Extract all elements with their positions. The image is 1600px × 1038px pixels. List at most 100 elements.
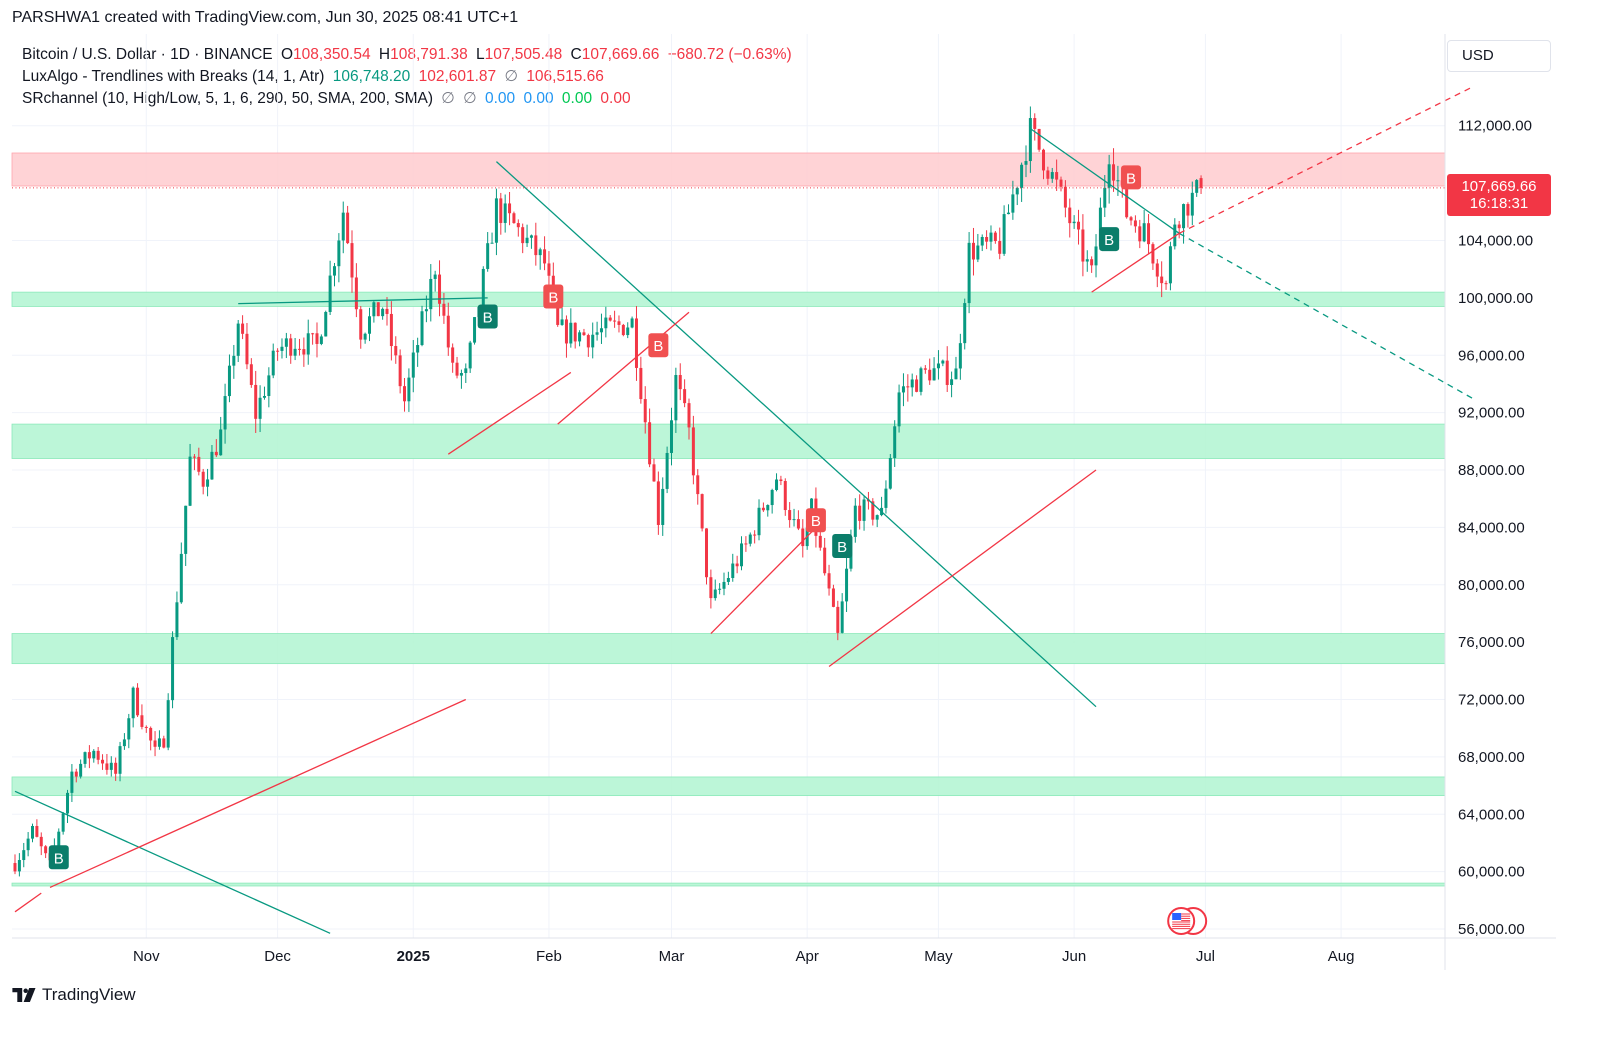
candle-body: [980, 236, 984, 246]
sr-value-1: 0.00: [484, 90, 516, 107]
candle-body: [416, 345, 420, 353]
candle-body: [906, 386, 910, 388]
candle-body: [862, 499, 866, 521]
candle-body: [424, 309, 428, 312]
y-tick-label: 104,000.00: [1458, 233, 1533, 250]
candle-body: [407, 377, 411, 402]
candle-body: [184, 505, 188, 554]
candle-body: [1186, 204, 1190, 216]
candle-body: [783, 481, 787, 511]
candle-body: [1059, 179, 1063, 187]
candle-body: [92, 750, 96, 759]
candle-body: [61, 813, 65, 832]
candle-body: [481, 268, 485, 308]
candle-body: [376, 302, 380, 317]
currency-selector[interactable]: USD: [1447, 40, 1551, 72]
candle-body: [748, 534, 752, 544]
candle-body: [241, 323, 245, 334]
candle-body: [127, 718, 131, 740]
trendline-resistance: [238, 297, 488, 305]
indicator-name-luxalgo[interactable]: LuxAlgo - Trendlines with Breaks (14, 1,…: [22, 68, 325, 85]
candle-body: [630, 318, 634, 328]
candle-body: [153, 740, 157, 747]
candle-body: [262, 395, 266, 398]
sr-value-4: 0.00: [600, 90, 631, 107]
symbol-name[interactable]: Bitcoin / U.S. Dollar · 1D · BINANCE: [22, 46, 273, 63]
symbol-legend-row[interactable]: Bitcoin / U.S. Dollar · 1D · BINANCE O10…: [22, 44, 796, 66]
candle-body: [858, 505, 862, 521]
candle-body: [197, 456, 201, 472]
candle-body: [341, 212, 345, 241]
candle-body: [556, 297, 560, 325]
tradingview-logo-icon: [12, 988, 36, 1002]
candle-body: [503, 203, 507, 223]
trendline-support: [828, 469, 1097, 668]
trendline-support: [557, 311, 690, 425]
candle-body: [661, 488, 665, 525]
candle-body: [1098, 207, 1102, 247]
candle-body: [1011, 194, 1015, 213]
candle-body: [586, 335, 590, 348]
candle-body: [897, 392, 901, 427]
candle-body: [433, 274, 437, 279]
sr-zones: [11, 152, 1446, 887]
candle-body: [1199, 178, 1203, 188]
empty-value-icon: ∅: [504, 68, 518, 85]
candle-body: [836, 606, 840, 633]
candle-body: [451, 347, 455, 363]
open-value: 108,350.54: [293, 46, 371, 63]
candle-body: [595, 332, 599, 335]
candle-body: [529, 235, 533, 238]
candle-body: [604, 317, 608, 329]
candle-body: [669, 420, 673, 453]
candle-body: [79, 763, 83, 777]
break-label-text: B: [1126, 170, 1136, 187]
candle-body: [1155, 263, 1159, 277]
x-tick-label: Nov: [133, 948, 160, 965]
support-zone: [11, 882, 1446, 887]
trendline-support: [1091, 232, 1180, 293]
candle-body: [315, 333, 319, 344]
candle-body: [13, 863, 17, 872]
candle-body: [840, 601, 844, 633]
candle-body: [464, 368, 468, 374]
candle-body: [582, 332, 586, 336]
candle-body: [455, 362, 459, 376]
candle-body: [591, 334, 595, 348]
candle-body: [179, 553, 183, 603]
candle-body: [232, 355, 236, 366]
candle-body: [122, 739, 126, 747]
candle-body: [936, 363, 940, 369]
candle-body: [941, 360, 945, 364]
candle-body: [293, 348, 297, 356]
candle-body: [709, 577, 713, 599]
trendline-support: [447, 371, 572, 455]
sr-value-2: 0.00: [523, 90, 554, 107]
indicator-legend-srchannel[interactable]: SRchannel (10, High/Low, 5, 1, 6, 290, 5…: [22, 88, 796, 110]
candle-body: [1063, 186, 1067, 208]
candle-body: [249, 364, 253, 385]
indicator-name-srchannel[interactable]: SRchannel (10, High/Low, 5, 1, 6, 290, 5…: [22, 90, 433, 107]
candle-body: [639, 367, 643, 400]
us-flag-event-icon[interactable]: [1167, 907, 1208, 935]
y-tick-label: 112,000.00: [1458, 118, 1532, 135]
indicator-legend-luxalgo[interactable]: LuxAlgo - Trendlines with Breaks (14, 1,…: [22, 66, 796, 88]
candle-body: [39, 836, 43, 847]
candle-body: [775, 479, 779, 490]
indicator-value-upper: 106,748.20: [332, 68, 411, 85]
y-tick-label: 72,000.00: [1458, 692, 1525, 709]
break-label-bearish: B: [1121, 165, 1142, 190]
tradingview-brand[interactable]: TradingView: [12, 985, 136, 1005]
candle-body: [761, 507, 765, 511]
low-label: L: [476, 46, 485, 63]
break-label-box: [477, 304, 498, 329]
candle-body: [1151, 244, 1155, 264]
candle-body: [144, 726, 148, 728]
candle-body: [508, 203, 512, 214]
break-label-text: B: [54, 850, 64, 867]
candle-body: [932, 368, 936, 381]
candle-body: [753, 534, 757, 536]
candle-body: [442, 303, 446, 316]
candle-body: [35, 825, 39, 837]
